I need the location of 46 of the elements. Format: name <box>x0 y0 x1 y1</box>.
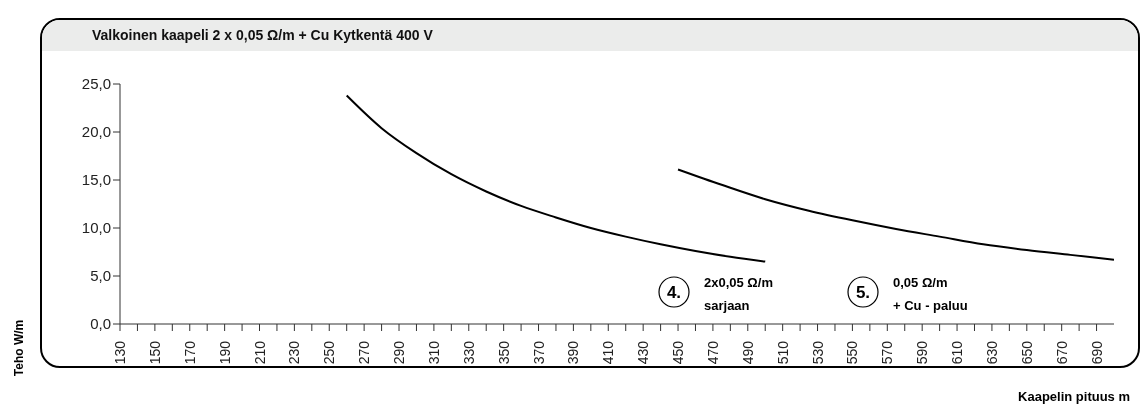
x-tick-label: 430 <box>635 340 652 365</box>
x-tick-label: 590 <box>914 340 931 365</box>
x-tick-label: 450 <box>670 340 687 365</box>
y-tick-label: 0,0 <box>90 315 111 333</box>
x-tick-label: 350 <box>495 340 512 365</box>
x-tick-label: 270 <box>356 340 373 365</box>
y-axis-title: Teho W/m <box>12 319 26 377</box>
x-tick-label: 290 <box>391 340 408 365</box>
x-tick-label: 610 <box>949 340 966 365</box>
x-tick-label: 250 <box>321 340 338 365</box>
x-tick-label: 490 <box>739 340 756 365</box>
line-series <box>677 168 1114 261</box>
x-tick-label: 170 <box>181 340 198 365</box>
x-tick-label: 370 <box>530 340 547 365</box>
x-tick-label: 230 <box>286 340 303 365</box>
chart-title: Valkoinen kaapeli 2 x 0,05 Ω/m + Cu Kytkentä 400 V <box>42 20 1138 51</box>
x-tick-label: 130 <box>112 340 128 365</box>
x-tick-label: 390 <box>565 340 582 365</box>
x-tick-label: 690 <box>1088 340 1105 365</box>
line-series <box>345 94 767 263</box>
annotation: 4. <box>666 282 682 302</box>
x-tick-label: 510 <box>774 340 791 365</box>
x-tick-label: 650 <box>1018 340 1035 365</box>
x-axis-title: Kaapelin pituus m <box>1018 389 1130 404</box>
y-tick-label: 20,0 <box>81 123 111 141</box>
x-tick-label: 470 <box>704 340 721 365</box>
x-tick-label: 670 <box>1053 340 1070 365</box>
x-tick-label: 530 <box>809 340 826 365</box>
annotation: sarjaan <box>704 297 750 313</box>
x-tick-label: 550 <box>844 340 861 365</box>
x-tick-label: 190 <box>216 340 233 365</box>
annotation: 5. <box>855 282 871 302</box>
y-tick-label: 15,0 <box>81 171 111 189</box>
x-tick-label: 150 <box>146 340 163 365</box>
y-tick-label: 5,0 <box>90 267 111 285</box>
annotation: 2x0,05 Ω/m <box>704 274 773 290</box>
y-tick-label: 10,0 <box>81 219 111 237</box>
x-tick-label: 570 <box>879 340 896 365</box>
x-tick-label: 310 <box>425 340 442 365</box>
x-tick-label: 630 <box>983 340 1000 365</box>
annotation: + Cu - paluu <box>893 297 968 313</box>
x-tick-label: 330 <box>460 340 477 365</box>
x-tick-label: 210 <box>251 340 268 365</box>
x-tick-label: 410 <box>600 340 617 365</box>
annotation: 0,05 Ω/m <box>893 274 948 290</box>
y-tick-label: 25,0 <box>81 75 111 93</box>
